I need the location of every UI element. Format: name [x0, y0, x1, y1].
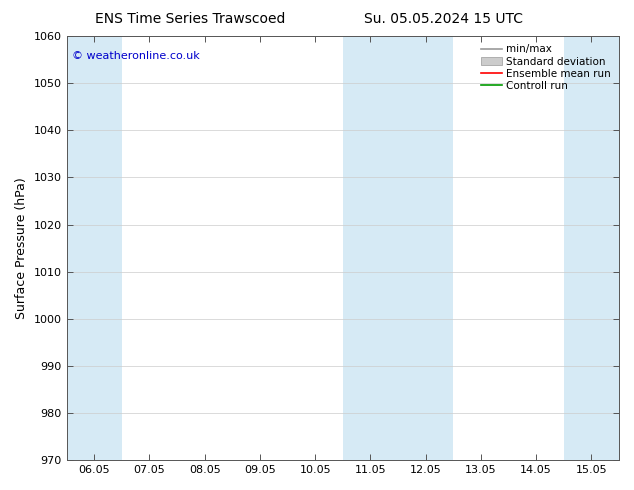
- Bar: [564, 36, 619, 460]
- Text: ENS Time Series Trawscoed: ENS Time Series Trawscoed: [95, 12, 285, 26]
- Bar: [343, 36, 453, 460]
- Text: © weatheronline.co.uk: © weatheronline.co.uk: [72, 51, 200, 61]
- Legend: min/max, Standard deviation, Ensemble mean run, Controll run: min/max, Standard deviation, Ensemble me…: [478, 41, 614, 94]
- Bar: [67, 36, 122, 460]
- Text: Su. 05.05.2024 15 UTC: Su. 05.05.2024 15 UTC: [365, 12, 523, 26]
- Y-axis label: Surface Pressure (hPa): Surface Pressure (hPa): [15, 177, 28, 319]
